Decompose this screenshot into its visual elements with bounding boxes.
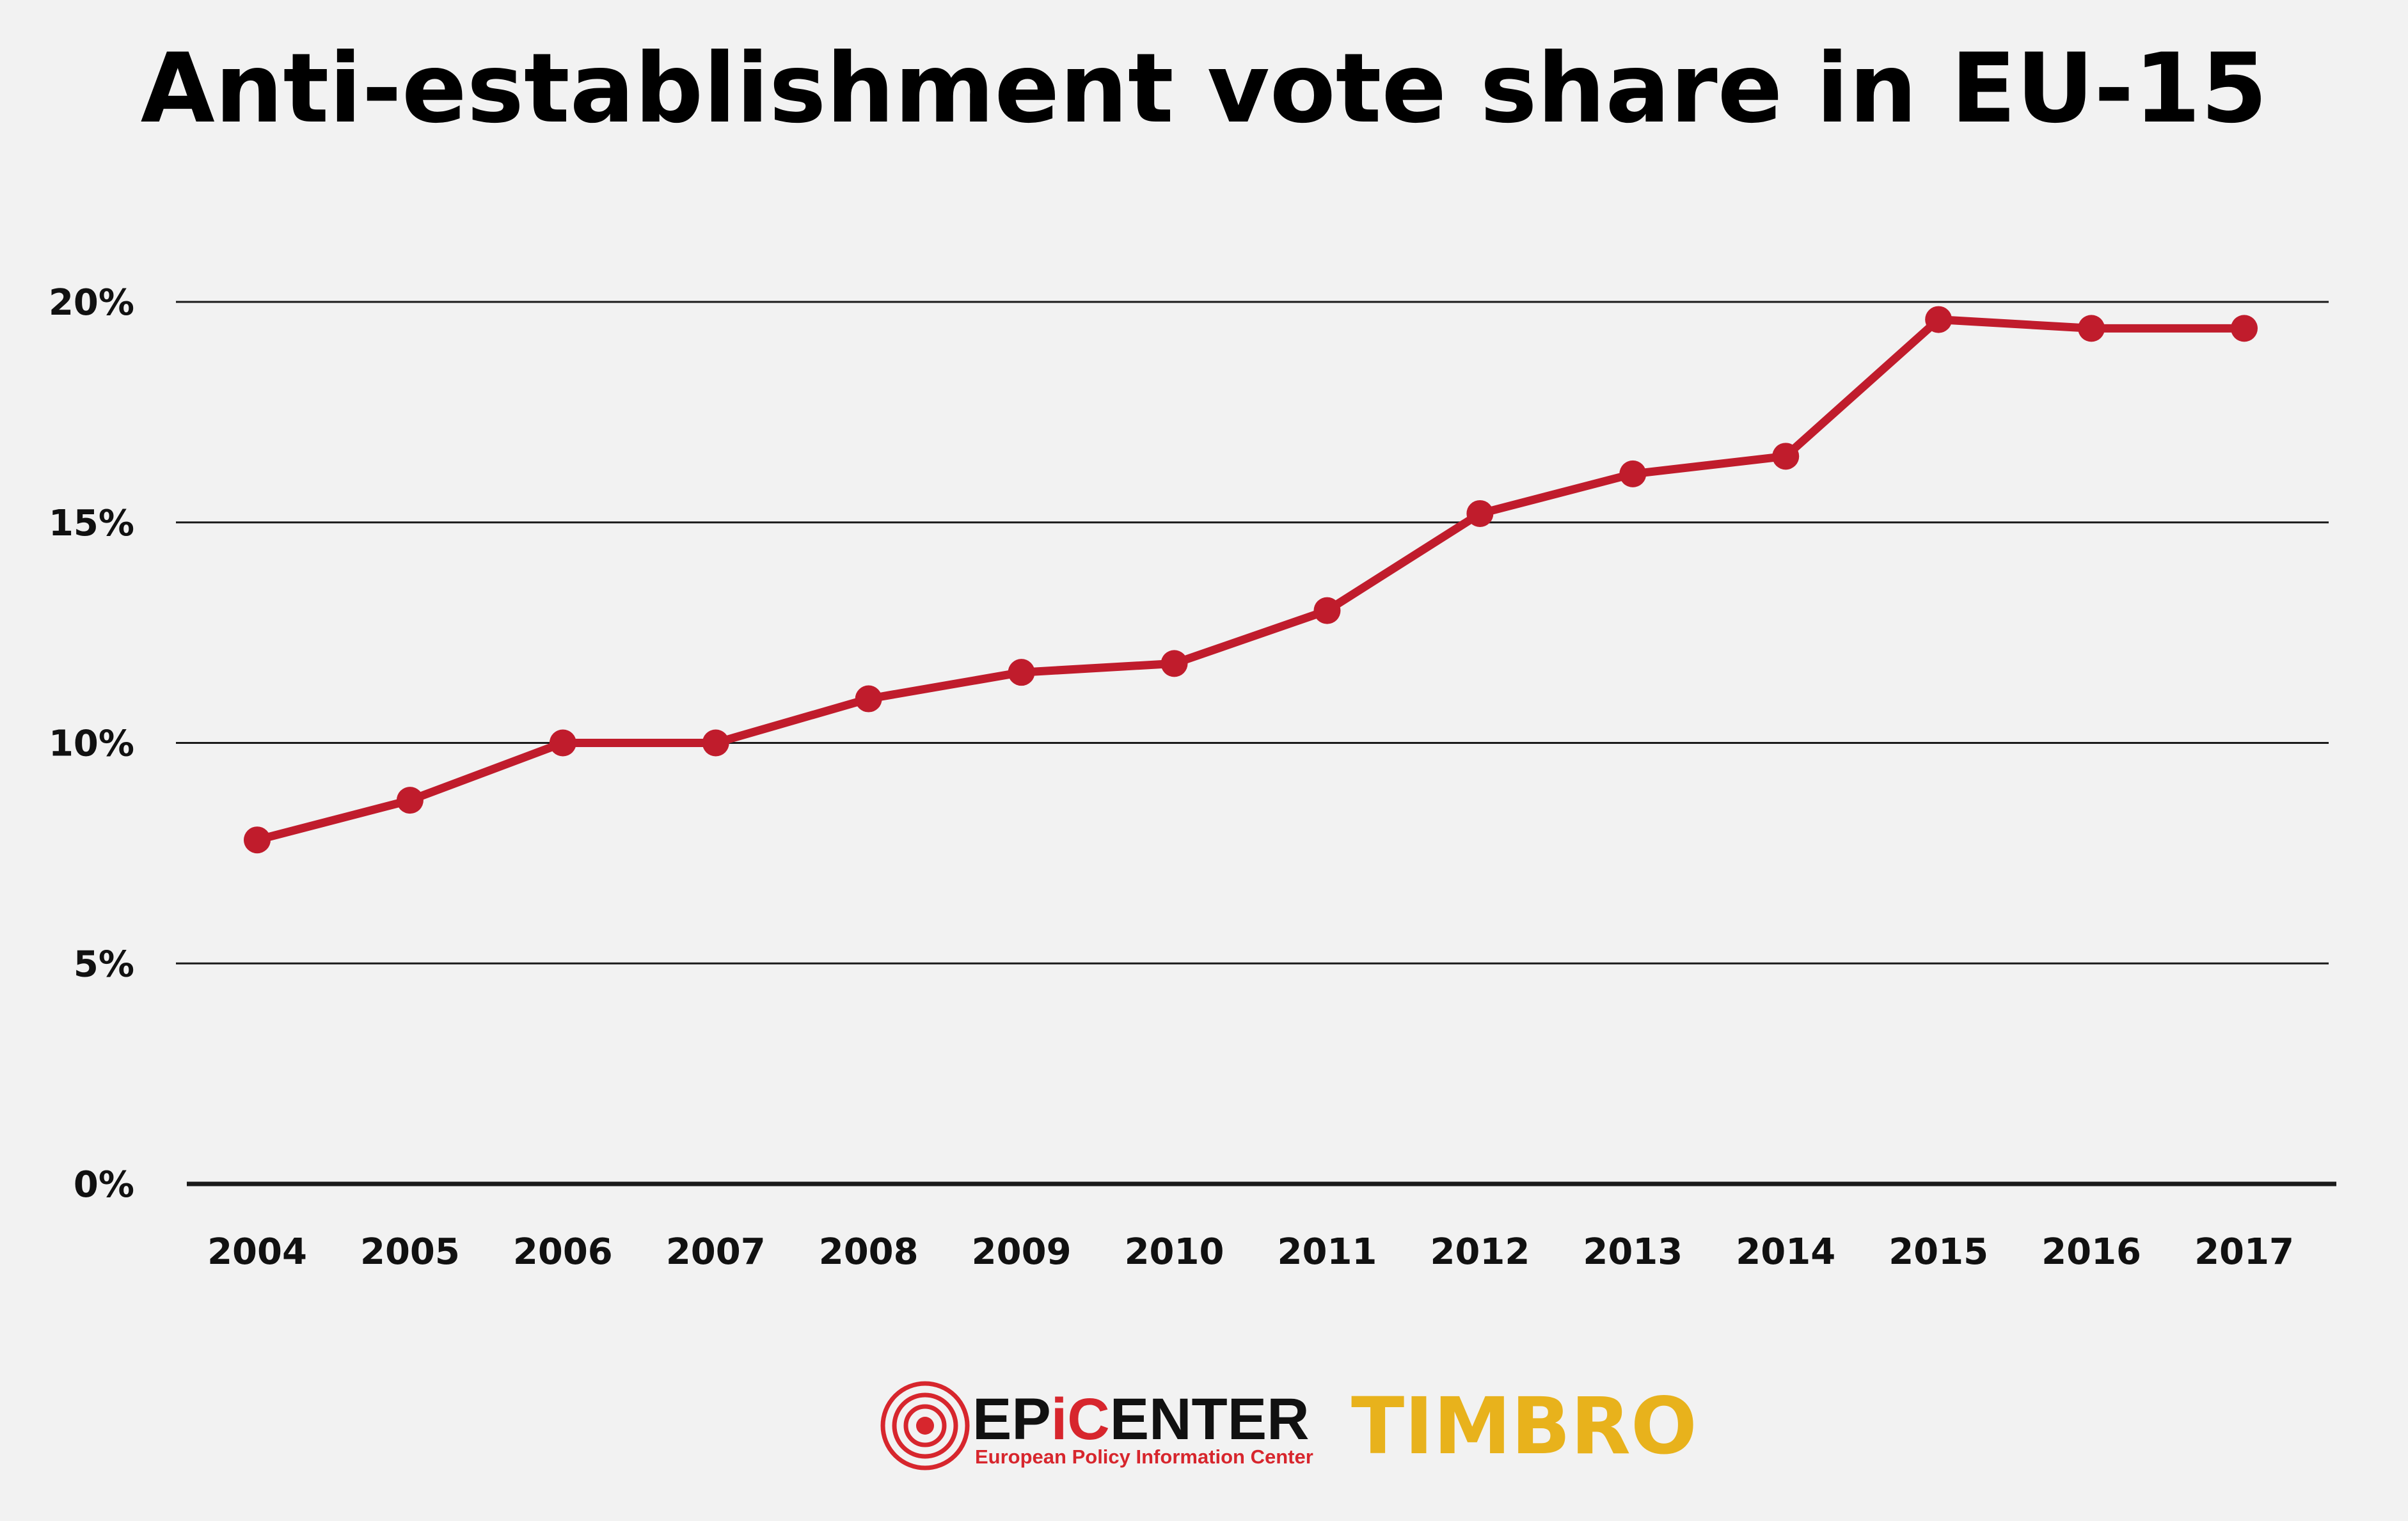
x-tick-label: 2005 bbox=[360, 1231, 460, 1273]
data-point bbox=[396, 787, 424, 814]
icon-ring-3 bbox=[903, 1404, 947, 1447]
gridlines bbox=[176, 301, 2329, 965]
icon-center-dot bbox=[916, 1417, 934, 1435]
data-point bbox=[2078, 315, 2105, 342]
epicenter-name-part-4: ENTER bbox=[1110, 1387, 1310, 1452]
x-tick-label: 2011 bbox=[1278, 1231, 1377, 1273]
data-point bbox=[1313, 597, 1341, 624]
epicenter-name-part-3: C bbox=[1067, 1387, 1109, 1452]
x-tick-label: 2015 bbox=[1889, 1231, 1988, 1273]
data-point bbox=[1466, 500, 1494, 527]
x-tick-label: 2008 bbox=[819, 1231, 919, 1273]
data-point bbox=[549, 729, 576, 757]
data-point bbox=[1925, 306, 1953, 333]
logos: EPiCENTER European Policy Information Ce… bbox=[880, 1381, 1697, 1472]
data-point bbox=[702, 729, 729, 757]
data-point bbox=[244, 826, 271, 854]
x-tick-label: 2012 bbox=[1430, 1231, 1530, 1273]
y-tick-label: 0% bbox=[74, 1164, 134, 1206]
y-axis-tick-labels: 0% 5% 10% 15% 20% bbox=[49, 282, 134, 1206]
icon-ring-2 bbox=[892, 1392, 958, 1459]
data-point bbox=[1619, 460, 1647, 487]
epicenter-name-part-1: EP bbox=[972, 1387, 1051, 1452]
epicenter-name-part-2: i bbox=[1051, 1387, 1068, 1452]
y-tick-label: 20% bbox=[49, 282, 134, 324]
data-point bbox=[1160, 650, 1188, 677]
data-point bbox=[1772, 443, 1800, 470]
data-point bbox=[2231, 315, 2258, 342]
x-tick-label: 2009 bbox=[972, 1231, 1072, 1273]
x-tick-label: 2004 bbox=[207, 1231, 307, 1273]
epicenter-wordmark: EPiCENTER bbox=[972, 1387, 1310, 1452]
x-tick-label: 2007 bbox=[666, 1231, 766, 1273]
timbro-logo[interactable]: TIMBRO bbox=[1351, 1381, 1697, 1472]
x-tick-label: 2016 bbox=[2041, 1231, 2141, 1273]
y-tick-label: 10% bbox=[49, 723, 134, 765]
y-tick-label: 5% bbox=[74, 943, 134, 985]
data-point bbox=[855, 685, 882, 713]
x-tick-label: 2013 bbox=[1583, 1231, 1683, 1273]
x-tick-label: 2014 bbox=[1736, 1231, 1835, 1273]
icon-ring-1 bbox=[880, 1381, 970, 1470]
x-tick-label: 2010 bbox=[1125, 1231, 1224, 1273]
x-tick-label: 2006 bbox=[513, 1231, 613, 1273]
x-axis-tick-labels: 2004 2005 2006 2007 2008 2009 2010 2011 2012 2013… bbox=[207, 1231, 2294, 1273]
series-line bbox=[253, 315, 2249, 844]
epicenter-logo[interactable]: EPiCENTER European Policy Information Ce… bbox=[880, 1381, 1313, 1470]
data-point bbox=[1008, 659, 1035, 686]
concentric-circles-icon bbox=[880, 1381, 970, 1470]
chart-title: Anti-establishment vote share in EU-15 bbox=[141, 33, 2268, 145]
series-group bbox=[244, 306, 2258, 854]
y-tick-label: 15% bbox=[49, 503, 134, 544]
epicenter-subtitle: European Policy Information Center bbox=[975, 1446, 1313, 1468]
x-tick-label: 2017 bbox=[2194, 1231, 2294, 1273]
